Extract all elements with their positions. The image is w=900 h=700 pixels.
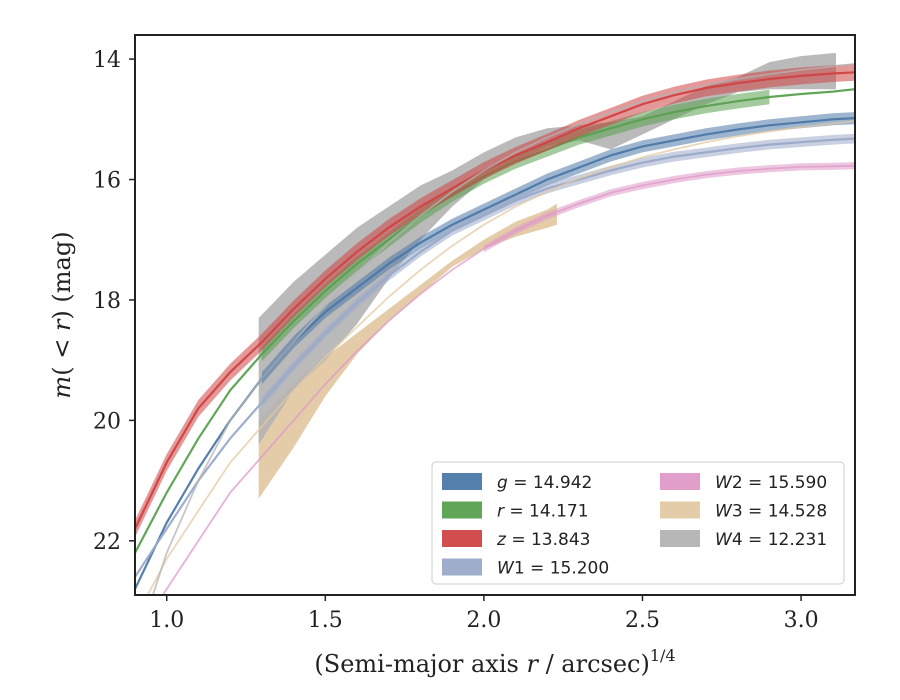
- band-w3: [258, 203, 557, 499]
- legend-label-w3: W3 = 14.528: [715, 502, 827, 522]
- line-w3: [146, 120, 855, 595]
- x-tick-label: 2.5: [625, 608, 660, 633]
- legend: g = 14.942 r = 14.171 z = 13.843 W1 = 15.20…: [431, 461, 845, 585]
- y-tick-label: 18: [93, 289, 121, 314]
- legend-label-r: r = 14.171: [497, 502, 589, 522]
- band-z: [135, 63, 855, 538]
- legend-swatch-r: [442, 501, 482, 519]
- x-tick-label: 2.0: [466, 608, 501, 633]
- legend-label-z: z = 13.843: [496, 530, 590, 550]
- legend-label-w1: W1 = 15.200: [497, 559, 609, 579]
- legend-swatch-w4: [660, 530, 700, 547]
- y-tick-label: 14: [93, 48, 121, 73]
- y-tick-label: 22: [93, 530, 121, 555]
- legend-swatch-z: [442, 530, 482, 547]
- x-tick-label: 1.5: [308, 608, 343, 633]
- legend-frame: [431, 461, 845, 585]
- legend-label-g: g = 14.942: [497, 473, 592, 493]
- plot-frame: [134, 34, 856, 596]
- x-axis-ticks: 1.0 1.5 2.0 2.5 3.0: [149, 595, 819, 633]
- legend-swatch-w1: [442, 558, 482, 576]
- legend-swatch-w3: [660, 501, 700, 519]
- band-w1: [261, 133, 855, 408]
- y-axis-ticks: 14 16 18 20 22: [93, 48, 135, 555]
- x-tick-label: 3.0: [784, 608, 819, 633]
- band-w4: [258, 53, 836, 445]
- legend-label-w2: W2 = 15.590: [715, 473, 827, 493]
- lines-layer: [135, 63, 855, 595]
- x-tick-label: 1.0: [149, 608, 184, 633]
- line-z: [135, 71, 855, 530]
- legend-swatch-w2: [660, 473, 700, 490]
- line-w4: [151, 63, 855, 595]
- y-axis-label: m( < r) (mag): [48, 231, 76, 398]
- legend-swatch-g: [442, 473, 482, 490]
- legend-label-w4: W4 = 12.231: [715, 530, 827, 550]
- x-axis-label: (Semi-major axis r / arcsec)1/4: [314, 646, 675, 678]
- y-tick-label: 16: [93, 169, 121, 194]
- y-tick-label: 20: [93, 409, 121, 434]
- band-w2: [483, 162, 855, 253]
